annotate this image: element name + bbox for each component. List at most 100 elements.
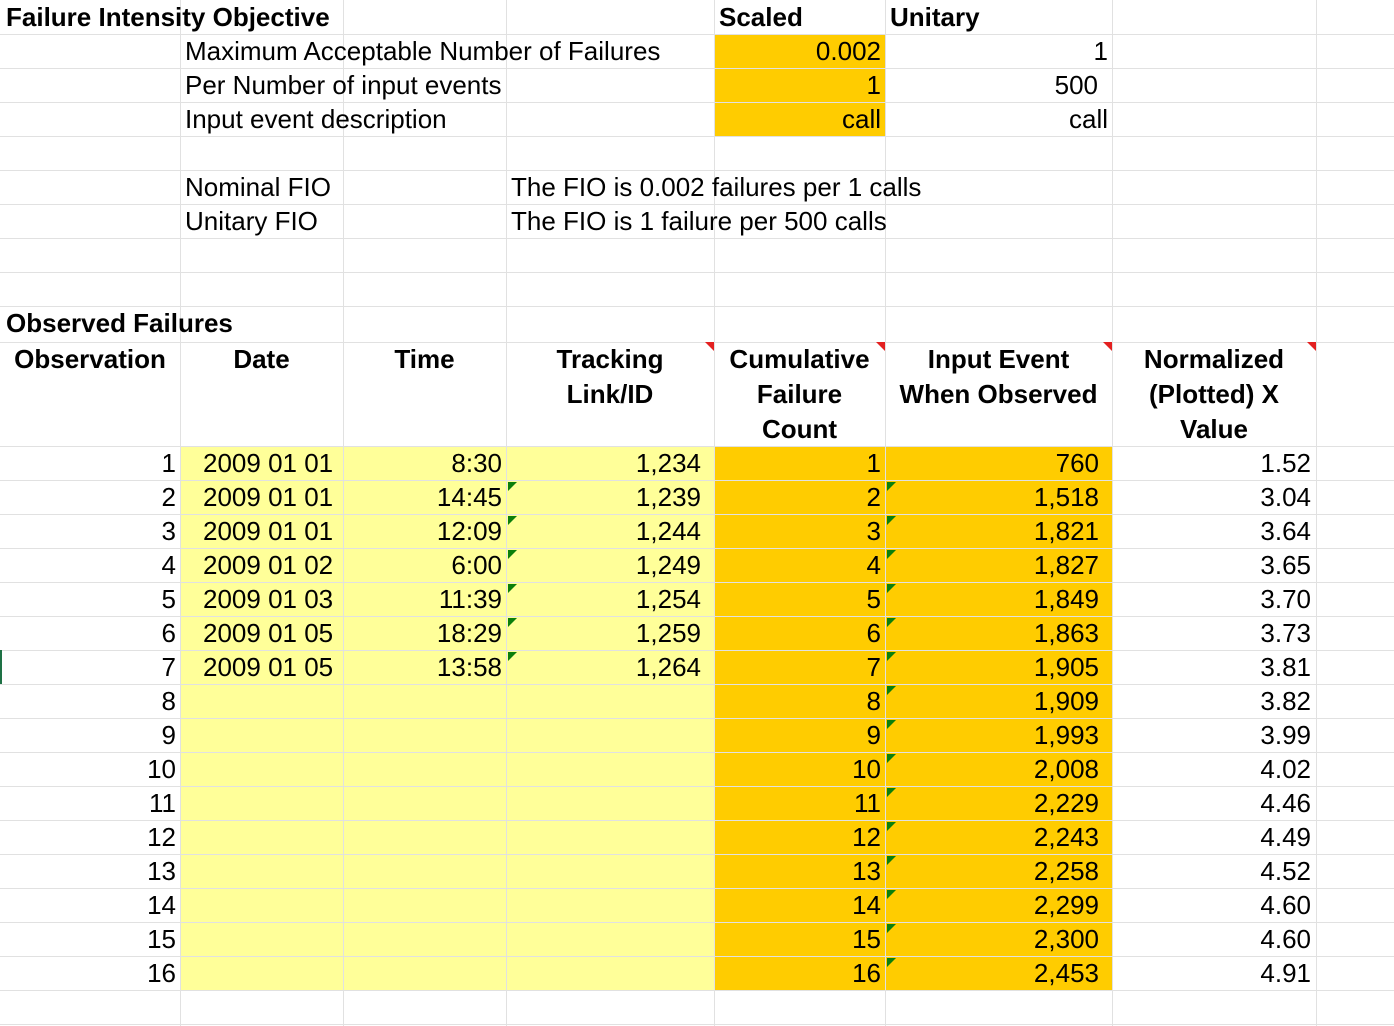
error-indicator-icon[interactable] [508, 584, 517, 593]
cumulative-count-cell[interactable]: 12 [852, 822, 881, 852]
normalized-x-cell[interactable]: 3.65 [1260, 550, 1311, 580]
input-event-cell[interactable]: 1,905 [1033, 652, 1099, 682]
event-description-unitary[interactable]: call [1068, 104, 1108, 134]
time-cell[interactable]: 6:00 [451, 550, 502, 580]
cumulative-header[interactable]: Cumulative Failure Count [714, 342, 885, 447]
time-cell[interactable]: 13:58 [436, 652, 502, 682]
tracking-cell[interactable] [506, 922, 701, 956]
tracking-cell[interactable] [506, 718, 701, 752]
time-cell[interactable]: 12:09 [436, 516, 502, 546]
input-event-cell[interactable]: 1,518 [1033, 482, 1099, 512]
scaled-header[interactable]: Scaled [719, 2, 803, 32]
input-event-cell[interactable]: 1,821 [1033, 516, 1099, 546]
date-cell[interactable] [203, 752, 353, 786]
observation-cell[interactable]: 4 [161, 550, 176, 580]
cumulative-count-cell[interactable]: 15 [852, 924, 881, 954]
cumulative-count-cell[interactable]: 5 [866, 584, 881, 614]
input-event-cell[interactable]: 2,243 [1033, 822, 1099, 852]
input-event-cell[interactable]: 2,300 [1033, 924, 1099, 954]
date-cell[interactable] [203, 888, 353, 922]
time-cell[interactable]: 11:39 [438, 584, 502, 614]
date-header[interactable]: Date [180, 342, 343, 377]
cumulative-count-cell[interactable]: 10 [852, 754, 881, 784]
cumulative-count-cell[interactable]: 8 [866, 686, 881, 716]
comment-indicator-icon[interactable] [705, 342, 714, 351]
unitary-fio-label[interactable]: Unitary FIO [185, 206, 318, 236]
observation-cell[interactable]: 3 [161, 516, 176, 546]
cumulative-count-cell[interactable]: 16 [852, 958, 881, 988]
tracking-cell[interactable]: 1,264 [635, 652, 701, 682]
observation-cell[interactable]: 15 [147, 924, 176, 954]
normalized-x-cell[interactable]: 4.52 [1260, 856, 1311, 886]
input-events-label[interactable]: Per Number of input events [185, 70, 502, 100]
observation-cell[interactable]: 8 [161, 686, 176, 716]
cumulative-count-cell[interactable]: 1 [866, 448, 881, 478]
time-cell[interactable]: 8:30 [451, 448, 502, 478]
date-cell[interactable] [203, 854, 353, 888]
time-cell[interactable] [343, 786, 502, 820]
nominal-fio-text[interactable]: The FIO is 0.002 failures per 1 calls [511, 172, 922, 202]
comment-indicator-icon[interactable] [1307, 342, 1316, 351]
date-cell[interactable]: 2009 01 03 [203, 584, 334, 614]
error-indicator-icon[interactable] [508, 550, 517, 559]
error-indicator-icon[interactable] [508, 652, 517, 661]
normalized-x-cell[interactable]: 4.46 [1260, 788, 1311, 818]
date-cell[interactable]: 2009 01 01 [203, 448, 334, 478]
tracking-cell[interactable] [506, 956, 701, 990]
normalized-x-cell[interactable]: 3.70 [1260, 584, 1311, 614]
error-indicator-icon[interactable] [887, 754, 896, 763]
error-indicator-icon[interactable] [508, 516, 517, 525]
observation-cell[interactable]: 2 [161, 482, 176, 512]
tracking-cell[interactable] [506, 684, 701, 718]
error-indicator-icon[interactable] [887, 584, 896, 593]
input-events-scaled[interactable]: 1 [866, 70, 881, 100]
error-indicator-icon[interactable] [887, 516, 896, 525]
input-event-cell[interactable]: 1,863 [1033, 618, 1099, 648]
input-event-header[interactable]: Input Event When Observed [885, 342, 1112, 412]
input-event-cell[interactable]: 1,849 [1033, 584, 1099, 614]
normalized-x-cell[interactable]: 3.81 [1260, 652, 1311, 682]
error-indicator-icon[interactable] [508, 482, 517, 491]
error-indicator-icon[interactable] [887, 652, 896, 661]
time-cell[interactable] [343, 718, 502, 752]
observation-cell[interactable]: 14 [147, 890, 176, 920]
input-event-cell[interactable]: 2,299 [1033, 890, 1099, 920]
input-event-cell[interactable]: 760 [1055, 448, 1099, 478]
observation-cell[interactable]: 13 [147, 856, 176, 886]
time-cell[interactable] [343, 854, 502, 888]
unitary-fio-text[interactable]: The FIO is 1 failure per 500 calls [511, 206, 887, 236]
observation-cell[interactable]: 7 [161, 652, 176, 682]
date-cell[interactable]: 2009 01 01 [203, 516, 334, 546]
input-event-cell[interactable]: 2,008 [1033, 754, 1099, 784]
error-indicator-icon[interactable] [887, 890, 896, 899]
observed-failures-title[interactable]: Observed Failures [6, 308, 233, 338]
cumulative-count-cell[interactable]: 7 [866, 652, 881, 682]
date-cell[interactable] [203, 922, 353, 956]
input-event-cell[interactable]: 1,827 [1033, 550, 1099, 580]
error-indicator-icon[interactable] [887, 618, 896, 627]
input-event-cell[interactable]: 2,453 [1033, 958, 1099, 988]
comment-indicator-icon[interactable] [1103, 342, 1112, 351]
error-indicator-icon[interactable] [887, 482, 896, 491]
normalized-x-cell[interactable]: 3.82 [1260, 686, 1311, 716]
input-event-cell[interactable]: 2,229 [1033, 788, 1099, 818]
date-cell[interactable] [203, 956, 353, 990]
tracking-cell[interactable]: 1,249 [635, 550, 701, 580]
observation-cell[interactable]: 16 [147, 958, 176, 988]
input-event-cell[interactable]: 2,258 [1033, 856, 1099, 886]
error-indicator-icon[interactable] [887, 822, 896, 831]
comment-indicator-icon[interactable] [876, 342, 885, 351]
normalized-header[interactable]: Normalized (Plotted) X Value [1112, 342, 1316, 447]
normalized-x-cell[interactable]: 4.49 [1260, 822, 1311, 852]
tracking-cell[interactable] [506, 752, 701, 786]
tracking-cell[interactable]: 1,234 [635, 448, 701, 478]
tracking-cell[interactable] [506, 854, 701, 888]
nominal-fio-label[interactable]: Nominal FIO [185, 172, 331, 202]
fio-title[interactable]: Failure Intensity Objective [6, 2, 330, 32]
input-event-cell[interactable]: 1,993 [1033, 720, 1099, 750]
cumulative-count-cell[interactable]: 14 [852, 890, 881, 920]
input-event-cell[interactable]: 1,909 [1033, 686, 1099, 716]
cumulative-count-cell[interactable]: 6 [866, 618, 881, 648]
tracking-header[interactable]: Tracking Link/ID [506, 342, 714, 412]
time-cell[interactable] [343, 752, 502, 786]
